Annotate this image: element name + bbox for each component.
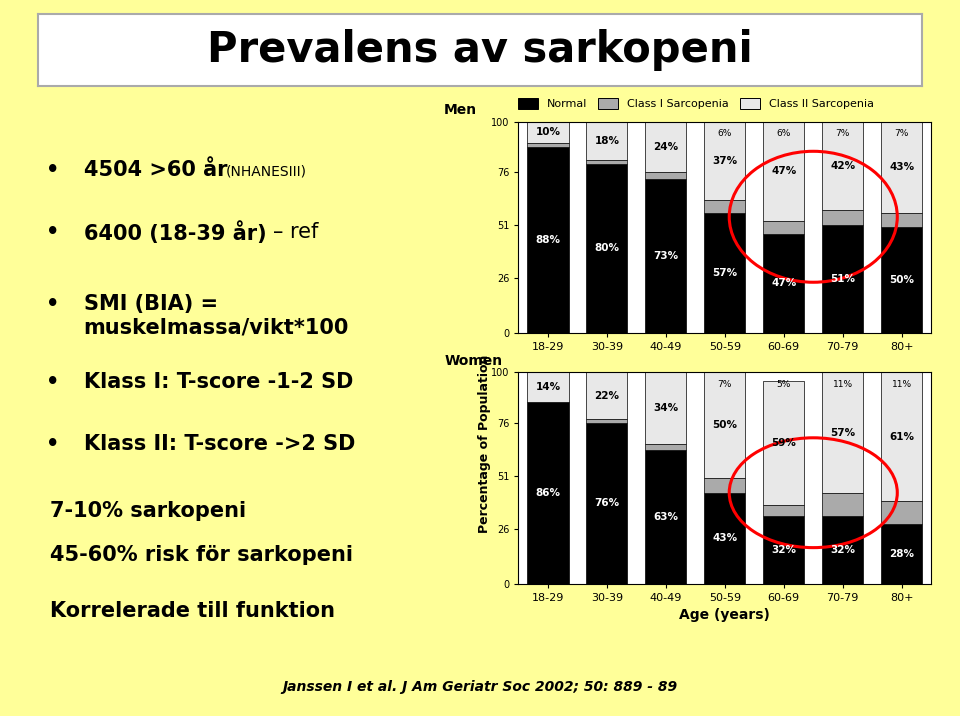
Bar [645, 122, 686, 173]
Bar [763, 505, 804, 516]
Text: 7%: 7% [835, 129, 850, 138]
Text: 59%: 59% [771, 438, 796, 448]
Bar [645, 450, 686, 584]
Bar [763, 233, 804, 333]
Bar [527, 372, 568, 402]
Text: 50%: 50% [712, 420, 737, 430]
Text: 28%: 28% [889, 549, 914, 559]
Bar [645, 372, 686, 444]
Bar [587, 122, 628, 160]
Text: •: • [46, 434, 60, 454]
Text: 32%: 32% [830, 545, 855, 555]
Text: 42%: 42% [830, 161, 855, 171]
Text: 24%: 24% [653, 142, 679, 152]
Text: Janssen I et al. J Am Geriatr Soc 2002; 50: 889 - 89: Janssen I et al. J Am Geriatr Soc 2002; … [282, 680, 678, 695]
Bar [822, 516, 863, 584]
Text: 47%: 47% [771, 279, 797, 289]
Text: Prevalens av sarkopeni: Prevalens av sarkopeni [207, 29, 753, 71]
Bar [527, 402, 568, 584]
Text: 63%: 63% [654, 512, 679, 522]
Text: SMI (BIA) =
muskelmassa/vikt*100: SMI (BIA) = muskelmassa/vikt*100 [84, 294, 349, 337]
Text: 4504 >60 år: 4504 >60 år [84, 160, 234, 180]
Text: 88%: 88% [536, 235, 561, 245]
Text: 43%: 43% [889, 162, 914, 172]
Text: 6%: 6% [718, 129, 732, 138]
Text: 6%: 6% [777, 129, 791, 138]
Text: 10%: 10% [536, 127, 561, 137]
Text: 11%: 11% [832, 379, 852, 389]
Bar [822, 372, 863, 493]
X-axis label: Age (years): Age (years) [680, 608, 770, 622]
Text: 34%: 34% [653, 403, 679, 413]
Bar [704, 493, 745, 584]
Bar [704, 122, 745, 200]
Bar [704, 478, 745, 493]
Text: 86%: 86% [536, 488, 561, 498]
Text: Men: Men [444, 104, 477, 117]
Bar [763, 221, 804, 233]
Text: 57%: 57% [830, 427, 855, 437]
Bar [587, 419, 628, 423]
Text: 43%: 43% [712, 533, 737, 543]
Text: 47%: 47% [771, 166, 797, 176]
Text: 50%: 50% [889, 275, 914, 285]
Text: 7%: 7% [718, 379, 732, 389]
Bar [822, 122, 863, 211]
Bar [645, 444, 686, 450]
Text: 32%: 32% [771, 545, 796, 555]
Text: Korrelerade till funktion: Korrelerade till funktion [50, 601, 335, 621]
Bar [881, 524, 923, 584]
Text: 22%: 22% [594, 390, 619, 400]
Text: 7%: 7% [895, 129, 909, 138]
Bar [587, 164, 628, 333]
Text: 73%: 73% [653, 251, 679, 261]
Text: •: • [46, 372, 60, 392]
Text: 37%: 37% [712, 156, 737, 166]
Text: 57%: 57% [712, 268, 737, 278]
Text: Percentage of Population: Percentage of Population [478, 354, 492, 533]
Text: •: • [46, 160, 60, 180]
Text: – ref: – ref [273, 221, 319, 241]
Text: 14%: 14% [536, 382, 561, 392]
Bar [881, 372, 923, 501]
Text: (NHANESIII): (NHANESIII) [226, 165, 306, 178]
Bar [645, 173, 686, 179]
Text: Klass II: T-score ->2 SD: Klass II: T-score ->2 SD [84, 434, 355, 454]
Text: 61%: 61% [889, 432, 914, 442]
Bar [527, 142, 568, 147]
Bar [587, 160, 628, 164]
Text: •: • [46, 221, 60, 241]
Text: •: • [46, 294, 60, 314]
Legend: Normal, Class I Sarcopenia, Class II Sarcopenia: Normal, Class I Sarcopenia, Class II Sar… [518, 98, 874, 109]
Bar [645, 179, 686, 333]
Bar [704, 200, 745, 213]
Text: 6400 (18-39 år): 6400 (18-39 år) [84, 221, 274, 244]
Text: 11%: 11% [892, 379, 912, 389]
Bar [704, 213, 745, 333]
Bar [881, 122, 923, 213]
Text: 5%: 5% [777, 379, 791, 389]
Bar [822, 211, 863, 226]
Text: 80%: 80% [594, 243, 619, 253]
Text: 7-10% sarkopeni: 7-10% sarkopeni [50, 500, 246, 521]
Text: 45-60% risk för sarkopeni: 45-60% risk för sarkopeni [50, 546, 353, 566]
Bar [881, 501, 923, 524]
Text: Women: Women [444, 354, 502, 368]
Bar [822, 493, 863, 516]
Text: 76%: 76% [594, 498, 619, 508]
Bar [822, 226, 863, 333]
Bar [881, 227, 923, 333]
Bar [527, 122, 568, 142]
Text: 18%: 18% [594, 136, 619, 146]
Bar [704, 372, 745, 478]
Bar [587, 423, 628, 584]
Bar [527, 147, 568, 333]
Text: Klass I: T-score -1-2 SD: Klass I: T-score -1-2 SD [84, 372, 353, 392]
Bar [587, 372, 628, 419]
Bar [763, 516, 804, 584]
Bar [881, 213, 923, 227]
Bar [763, 381, 804, 505]
Text: 51%: 51% [830, 274, 855, 284]
Bar [763, 122, 804, 221]
